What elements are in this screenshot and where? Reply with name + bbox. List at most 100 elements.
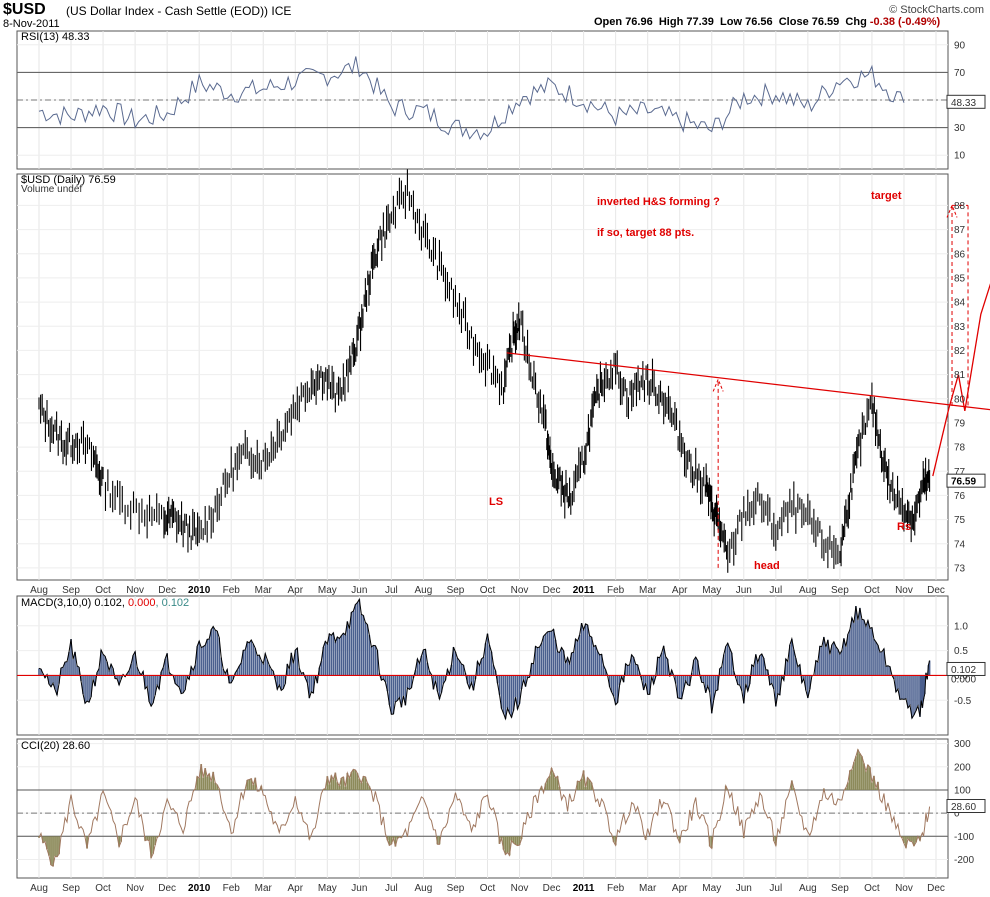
ytick-label-cci: 200 bbox=[954, 762, 971, 773]
xtick-label-cci: Oct bbox=[864, 883, 880, 894]
ytick-label-price: 75 bbox=[954, 515, 966, 526]
close-value: 76.59 bbox=[811, 16, 840, 28]
low-value: 76.56 bbox=[745, 16, 773, 28]
xtick-label-price: Nov bbox=[511, 585, 529, 596]
cci-last-box bbox=[946, 799, 986, 814]
ytick-label-price: 81 bbox=[954, 370, 966, 381]
open-label: Open bbox=[594, 16, 623, 28]
macd-line bbox=[38, 597, 931, 721]
annotation-target-note: if so, target 88 pts. bbox=[597, 227, 694, 239]
xtick-label-price: Dec bbox=[158, 585, 176, 596]
price-last-box bbox=[946, 473, 986, 488]
macd-title-v1: 0.102, bbox=[94, 597, 128, 609]
symbol-description: (US Dollar Index - Cash Settle (EOD)) IC… bbox=[66, 4, 292, 18]
ytick-label-price: 73 bbox=[954, 563, 966, 574]
xtick-label-price: Apr bbox=[672, 585, 688, 596]
xtick-label-price: Jun bbox=[351, 585, 367, 596]
xtick-label-price: Sep bbox=[62, 585, 80, 596]
xtick-label-price: Aug bbox=[799, 585, 817, 596]
xtick-label-price: Sep bbox=[831, 585, 849, 596]
price-last-label: 76.59 bbox=[951, 477, 976, 488]
xtick-label-price: Oct bbox=[95, 585, 111, 596]
cci-last-label: 28.60 bbox=[951, 802, 976, 813]
xtick-label-cci: Feb bbox=[607, 883, 625, 894]
projection-path bbox=[932, 283, 990, 477]
ytick-label-price: 79 bbox=[954, 418, 966, 429]
ytick-label-price: 88 bbox=[954, 201, 966, 212]
ytick-label-price: 82 bbox=[954, 346, 966, 357]
xtick-label-price: Apr bbox=[288, 585, 304, 596]
ytick-label-price: 74 bbox=[954, 539, 966, 550]
annotation-left-shoulder: LS bbox=[489, 496, 503, 508]
neckline-trendline bbox=[506, 352, 990, 411]
macd-signal-label: 0.000 bbox=[951, 674, 976, 685]
ytick-label-price: 76 bbox=[954, 491, 966, 502]
annotation-title-note: inverted H&S forming ? bbox=[597, 196, 720, 208]
ohlc-readout: Open 76.96 High 77.39 Low 76.56 Close 76… bbox=[594, 16, 940, 28]
ytick-label-cci: 300 bbox=[954, 739, 971, 750]
xtick-label-cci: Jul bbox=[385, 883, 398, 894]
ytick-label-price: 84 bbox=[954, 298, 966, 309]
cci-line bbox=[38, 748, 931, 868]
xtick-label-cci: Mar bbox=[639, 883, 657, 894]
ytick-label-price: 86 bbox=[954, 249, 966, 260]
macd-title-v3: , 0.102 bbox=[156, 597, 190, 609]
ytick-label-rsi: 10 bbox=[954, 151, 966, 162]
ytick-label-macd: -0.5 bbox=[954, 696, 972, 707]
xtick-label-price: Jul bbox=[769, 585, 782, 596]
xtick-label-price: Feb bbox=[607, 585, 625, 596]
annotation-target: target bbox=[871, 190, 902, 202]
rsi-last-label: 48.33 bbox=[951, 98, 976, 109]
xtick-label-cci: Apr bbox=[672, 883, 688, 894]
ytick-label-price: 77 bbox=[954, 467, 966, 478]
ytick-label-cci: 100 bbox=[954, 785, 971, 796]
price-title: $USD (Daily) 76.59 bbox=[21, 174, 116, 186]
xtick-label-cci: Nov bbox=[511, 883, 529, 894]
low-label: Low bbox=[720, 16, 743, 28]
xtick-label-price: Sep bbox=[447, 585, 465, 596]
chg-value: -0.38 (-0.49%) bbox=[869, 16, 941, 28]
xtick-label-price: Oct bbox=[480, 585, 496, 596]
xtick-label-price: Mar bbox=[255, 585, 273, 596]
ytick-label-price: 85 bbox=[954, 273, 966, 284]
ytick-label-rsi: 30 bbox=[954, 123, 966, 134]
macd-title-v2: 0.000 bbox=[128, 597, 156, 609]
ytick-label-macd: 1.0 bbox=[954, 621, 968, 632]
xtick-label-cci: Nov bbox=[126, 883, 144, 894]
xtick-label-price: May bbox=[702, 585, 721, 596]
xtick-label-price: 2011 bbox=[573, 585, 595, 596]
xtick-label-cci: 2010 bbox=[188, 883, 211, 894]
xtick-label-price: Jul bbox=[385, 585, 398, 596]
xtick-label-cci: Sep bbox=[62, 883, 80, 894]
annotation-head: head bbox=[754, 560, 780, 572]
ytick-label-price: 83 bbox=[954, 322, 966, 333]
ytick-label-cci: 0 bbox=[954, 809, 960, 820]
ytick-label-macd: 0.0 bbox=[954, 671, 968, 682]
xtick-label-price: Aug bbox=[30, 585, 48, 596]
xtick-label-cci: May bbox=[702, 883, 721, 894]
xtick-label-price: Dec bbox=[543, 585, 561, 596]
xtick-label-cci: Jun bbox=[351, 883, 367, 894]
ytick-label-cci: -100 bbox=[954, 832, 974, 843]
xtick-label-price: Jun bbox=[736, 585, 752, 596]
ytick-label-price: 78 bbox=[954, 443, 966, 454]
open-value: 76.96 bbox=[625, 16, 653, 28]
xtick-label-price: Oct bbox=[864, 585, 880, 596]
xtick-label-cci: Oct bbox=[95, 883, 111, 894]
xtick-label-price: Mar bbox=[639, 585, 657, 596]
rsi-title: RSI(13) 48.33 bbox=[21, 31, 89, 43]
xtick-label-cci: Dec bbox=[158, 883, 176, 894]
panel-frame-price bbox=[16, 173, 949, 581]
xtick-label-cci: Aug bbox=[415, 883, 433, 894]
high-label: High bbox=[658, 16, 684, 28]
close-label: Close bbox=[778, 16, 809, 28]
ytick-label-price: 80 bbox=[954, 394, 966, 405]
xtick-label-price: Aug bbox=[415, 585, 433, 596]
xtick-label-cci: Apr bbox=[288, 883, 304, 894]
chart-date: 8-Nov-2011 bbox=[3, 18, 60, 30]
xtick-label-cci: May bbox=[318, 883, 337, 894]
rsi-last-box bbox=[946, 94, 986, 109]
macd-title: MACD(3,10,0) 0.102, 0.000, 0.102 bbox=[21, 597, 189, 609]
